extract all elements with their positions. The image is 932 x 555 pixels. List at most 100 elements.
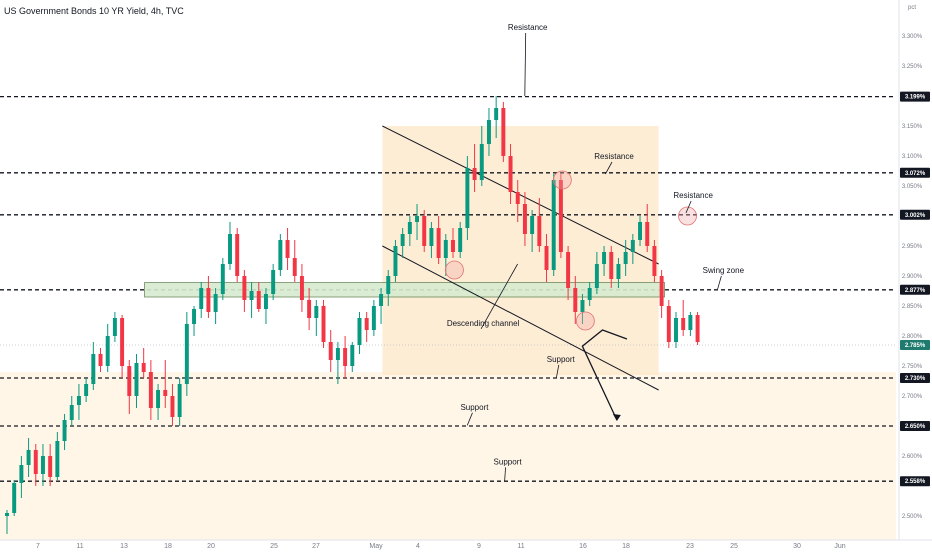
candle-body[interactable] [357, 318, 362, 345]
candle-body[interactable] [674, 318, 678, 342]
candle-body[interactable] [652, 246, 657, 276]
candle-body[interactable] [602, 252, 607, 264]
candle-body[interactable] [220, 264, 225, 294]
candle-body[interactable] [285, 240, 290, 258]
candle-body[interactable] [451, 240, 455, 252]
candle-body[interactable] [213, 294, 218, 312]
candle-body[interactable] [314, 306, 319, 318]
candle-body[interactable] [19, 465, 24, 483]
candle-body[interactable] [537, 216, 542, 246]
candle-body[interactable] [472, 168, 477, 180]
candle-body[interactable] [400, 234, 405, 246]
candle-body[interactable] [141, 363, 146, 372]
candle-body[interactable] [228, 234, 232, 264]
candle-body[interactable] [278, 240, 283, 270]
candle-body[interactable] [112, 318, 117, 336]
candle-body[interactable] [235, 234, 240, 276]
candle-body[interactable] [393, 246, 398, 276]
annotation-label[interactable]: Support [547, 355, 576, 364]
highlight-circle[interactable] [575, 311, 595, 331]
candle-body[interactable] [573, 288, 578, 312]
candle-body[interactable] [26, 450, 31, 465]
candle-body[interactable] [415, 216, 420, 222]
candle-body[interactable] [436, 228, 441, 258]
candle-body[interactable] [623, 252, 628, 264]
candle-body[interactable] [566, 252, 571, 288]
candle-body[interactable] [292, 258, 297, 276]
candle-body[interactable] [328, 342, 333, 360]
channel-lower-line[interactable] [382, 245, 659, 391]
candle-body[interactable] [630, 240, 635, 252]
candle-body[interactable] [544, 246, 549, 270]
price-axis[interactable]: pct 3.300% 3.250% 3.150% 3.100% 3.050% 2.950%… [898, 0, 932, 540]
candle-body[interactable] [558, 180, 563, 252]
annotation-label[interactable]: Support [494, 457, 523, 466]
candle-body[interactable] [530, 216, 535, 234]
candle-body[interactable] [386, 276, 391, 294]
candle-body[interactable] [659, 276, 664, 306]
candle-body[interactable] [486, 120, 491, 144]
candle-body[interactable] [379, 294, 384, 306]
candle-body[interactable] [350, 345, 355, 366]
candle-body[interactable] [688, 315, 693, 330]
candle-body[interactable] [271, 270, 276, 294]
candle-body[interactable] [184, 324, 189, 384]
candle-body[interactable] [307, 300, 312, 318]
candle-body[interactable] [256, 291, 261, 309]
candle-body[interactable] [120, 318, 125, 366]
candle-body[interactable] [127, 366, 132, 396]
candle-body[interactable] [443, 240, 448, 258]
candle-body[interactable] [156, 390, 161, 408]
candle-body[interactable] [105, 336, 110, 366]
candle-body[interactable] [5, 513, 9, 516]
candle-body[interactable] [594, 264, 599, 288]
candle-body[interactable] [163, 390, 168, 396]
candle-body[interactable] [343, 348, 348, 366]
candle-body[interactable] [76, 396, 81, 405]
annotation-label[interactable]: Swing zone [703, 266, 745, 275]
candle-body[interactable] [508, 156, 513, 192]
candle-body[interactable] [148, 372, 153, 408]
candle-body[interactable] [55, 441, 60, 477]
candle-body[interactable] [645, 222, 650, 246]
candle-body[interactable] [134, 363, 139, 396]
candle-body[interactable] [515, 192, 520, 204]
candle-body[interactable] [616, 264, 621, 279]
candle-body[interactable] [479, 144, 484, 180]
highlight-circle[interactable] [552, 170, 572, 190]
candle-body[interactable] [371, 306, 376, 330]
candle-body[interactable] [242, 276, 247, 300]
candle-body[interactable] [170, 396, 175, 417]
candle-body[interactable] [580, 300, 585, 312]
candle-body[interactable] [335, 348, 340, 360]
candle-body[interactable] [638, 222, 643, 240]
candle-body[interactable] [681, 318, 686, 330]
candle-body[interactable] [465, 168, 470, 228]
annotation-label[interactable]: Resistance [594, 152, 634, 161]
candle-body[interactable] [177, 384, 182, 417]
candle-body[interactable] [407, 222, 412, 234]
candle-body[interactable] [48, 456, 53, 477]
candle-body[interactable] [501, 108, 506, 156]
annotation-label[interactable]: Resistance [673, 191, 713, 200]
candle-body[interactable] [69, 405, 74, 420]
candle-body[interactable] [91, 354, 96, 384]
candle-body[interactable] [695, 315, 700, 342]
channel-upper-line[interactable] [382, 125, 659, 265]
candle-body[interactable] [666, 306, 671, 342]
candle-body[interactable] [522, 204, 527, 234]
highlight-circle[interactable] [445, 260, 464, 280]
candle-body[interactable] [458, 228, 463, 252]
candle-body[interactable] [98, 354, 103, 366]
candle-body[interactable] [33, 450, 38, 474]
projection-path[interactable] [581, 329, 628, 421]
candle-body[interactable] [587, 288, 592, 300]
candle-body[interactable] [364, 318, 369, 330]
candle-body[interactable] [199, 288, 204, 309]
candle-body[interactable] [12, 483, 17, 513]
time-axis[interactable]: 7 11 13 18 20 25 27 May 4 9 11 16 18 23 25 30 Jun [0, 539, 932, 550]
highlight-circle[interactable] [678, 206, 697, 226]
candle-body[interactable] [609, 252, 614, 279]
